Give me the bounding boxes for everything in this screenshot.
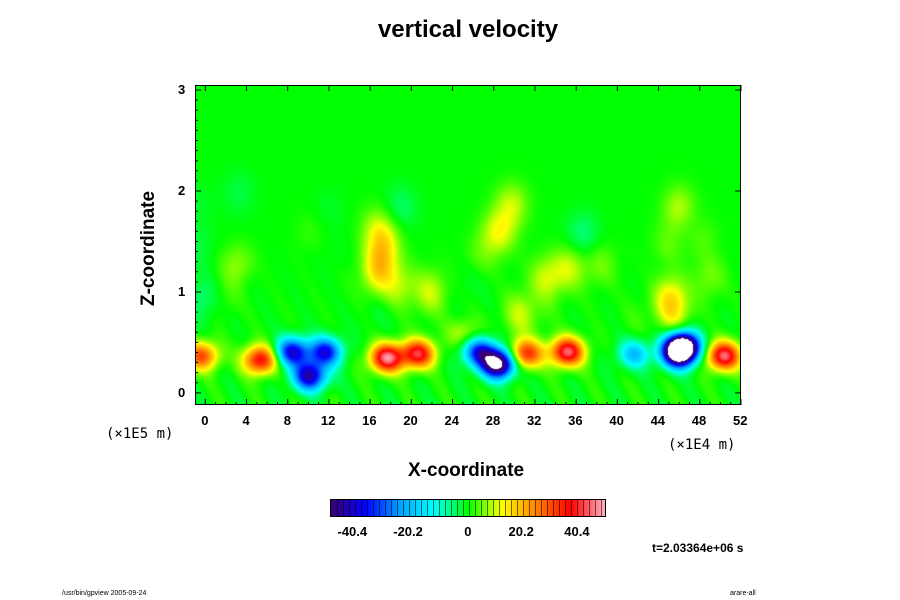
colorbar-divider [553, 500, 554, 516]
y-axis-label: Z-coordinate [138, 190, 159, 306]
colorbar-divider [391, 500, 392, 516]
colorbar-divider [337, 500, 338, 516]
colorbar-divider [547, 500, 548, 516]
footer-right: arare-all [730, 590, 756, 597]
colorbar-divider [517, 500, 518, 516]
colorbar-divider [385, 500, 386, 516]
colorbar-divider [577, 500, 578, 516]
colorbar-divider [373, 500, 374, 516]
colorbar-divider [463, 500, 464, 516]
colorbar-divider [427, 500, 428, 516]
colorbar-divider [523, 500, 524, 516]
x-tick-label: 16 [362, 413, 377, 428]
colorbar-divider [571, 500, 572, 516]
x-tick-label: 52 [733, 413, 748, 428]
colorbar-divider [457, 500, 458, 516]
colorbar-divider [397, 500, 398, 516]
x-tick-label: 8 [283, 413, 291, 428]
footer-left: /usr/bin/gpview 2005-09-24 [62, 590, 147, 597]
colorbar-divider [343, 500, 344, 516]
colorbar-divider [451, 500, 452, 516]
colorbar-divider [535, 500, 536, 516]
colorbar-divider [559, 500, 560, 516]
x-tick-label: 20 [403, 413, 418, 428]
colorbar-divider [565, 500, 566, 516]
colorbar-divider [415, 500, 416, 516]
chart-title: vertical velocity [377, 16, 559, 43]
colorbar-divider [445, 500, 446, 516]
x-tick-label: 0 [201, 413, 209, 428]
y-unit-label: (×1E5 m) [106, 426, 174, 442]
plot-area [195, 85, 741, 405]
colorbar-divider [379, 500, 380, 516]
y-tick-label: 2 [178, 182, 186, 198]
colorbar-divider [487, 500, 488, 516]
velocity-heatmap [196, 86, 740, 404]
colorbar-tick-label: 20.2 [508, 524, 534, 539]
colorbar-divider [361, 500, 362, 516]
x-tick-label: 36 [568, 413, 583, 428]
x-tick-label: 28 [485, 413, 501, 428]
colorbar-divider [583, 500, 584, 516]
x-tick-label: 40 [609, 413, 624, 428]
x-unit-label: (×1E4 m) [668, 437, 736, 453]
y-tick-label: 0 [178, 384, 186, 400]
colorbar-divider [355, 500, 356, 516]
colorbar-tick-label: 40.4 [564, 524, 590, 539]
x-tick-label: 12 [320, 413, 336, 428]
colorbar-divider [595, 500, 596, 516]
x-tick-label: 44 [650, 413, 666, 428]
x-tick-label: 4 [242, 413, 250, 428]
colorbar-divider [403, 500, 404, 516]
colorbar-divider [409, 500, 410, 516]
colorbar-divider [421, 500, 422, 516]
colorbar [330, 499, 606, 517]
colorbar-divider [541, 500, 542, 516]
y-tick-label: 1 [178, 283, 186, 299]
colorbar-tick-label: 0 [464, 524, 472, 539]
y-tick-label: 3 [178, 82, 186, 98]
colorbar-divider [433, 500, 434, 516]
x-tick-label: 24 [444, 413, 460, 428]
colorbar-tick-label: -40.4 [337, 524, 368, 539]
colorbar-divider [601, 500, 602, 516]
colorbar-divider [511, 500, 512, 516]
x-tick-label: 48 [691, 413, 707, 428]
colorbar-divider [529, 500, 530, 516]
colorbar-divider [493, 500, 494, 516]
colorbar-divider [469, 500, 470, 516]
x-axis-label: X-coordinate [408, 460, 525, 481]
colorbar-divider [481, 500, 482, 516]
x-tick-label: 32 [526, 413, 542, 428]
colorbar-divider [367, 500, 368, 516]
colorbar-divider [589, 500, 590, 516]
colorbar-divider [349, 500, 350, 516]
time-label: t=2.03364e+06 s [652, 541, 744, 555]
colorbar-tick-label: -20.2 [393, 524, 423, 539]
colorbar-divider [475, 500, 476, 516]
colorbar-divider [505, 500, 506, 516]
colorbar-divider [439, 500, 440, 516]
colorbar-divider [499, 500, 500, 516]
